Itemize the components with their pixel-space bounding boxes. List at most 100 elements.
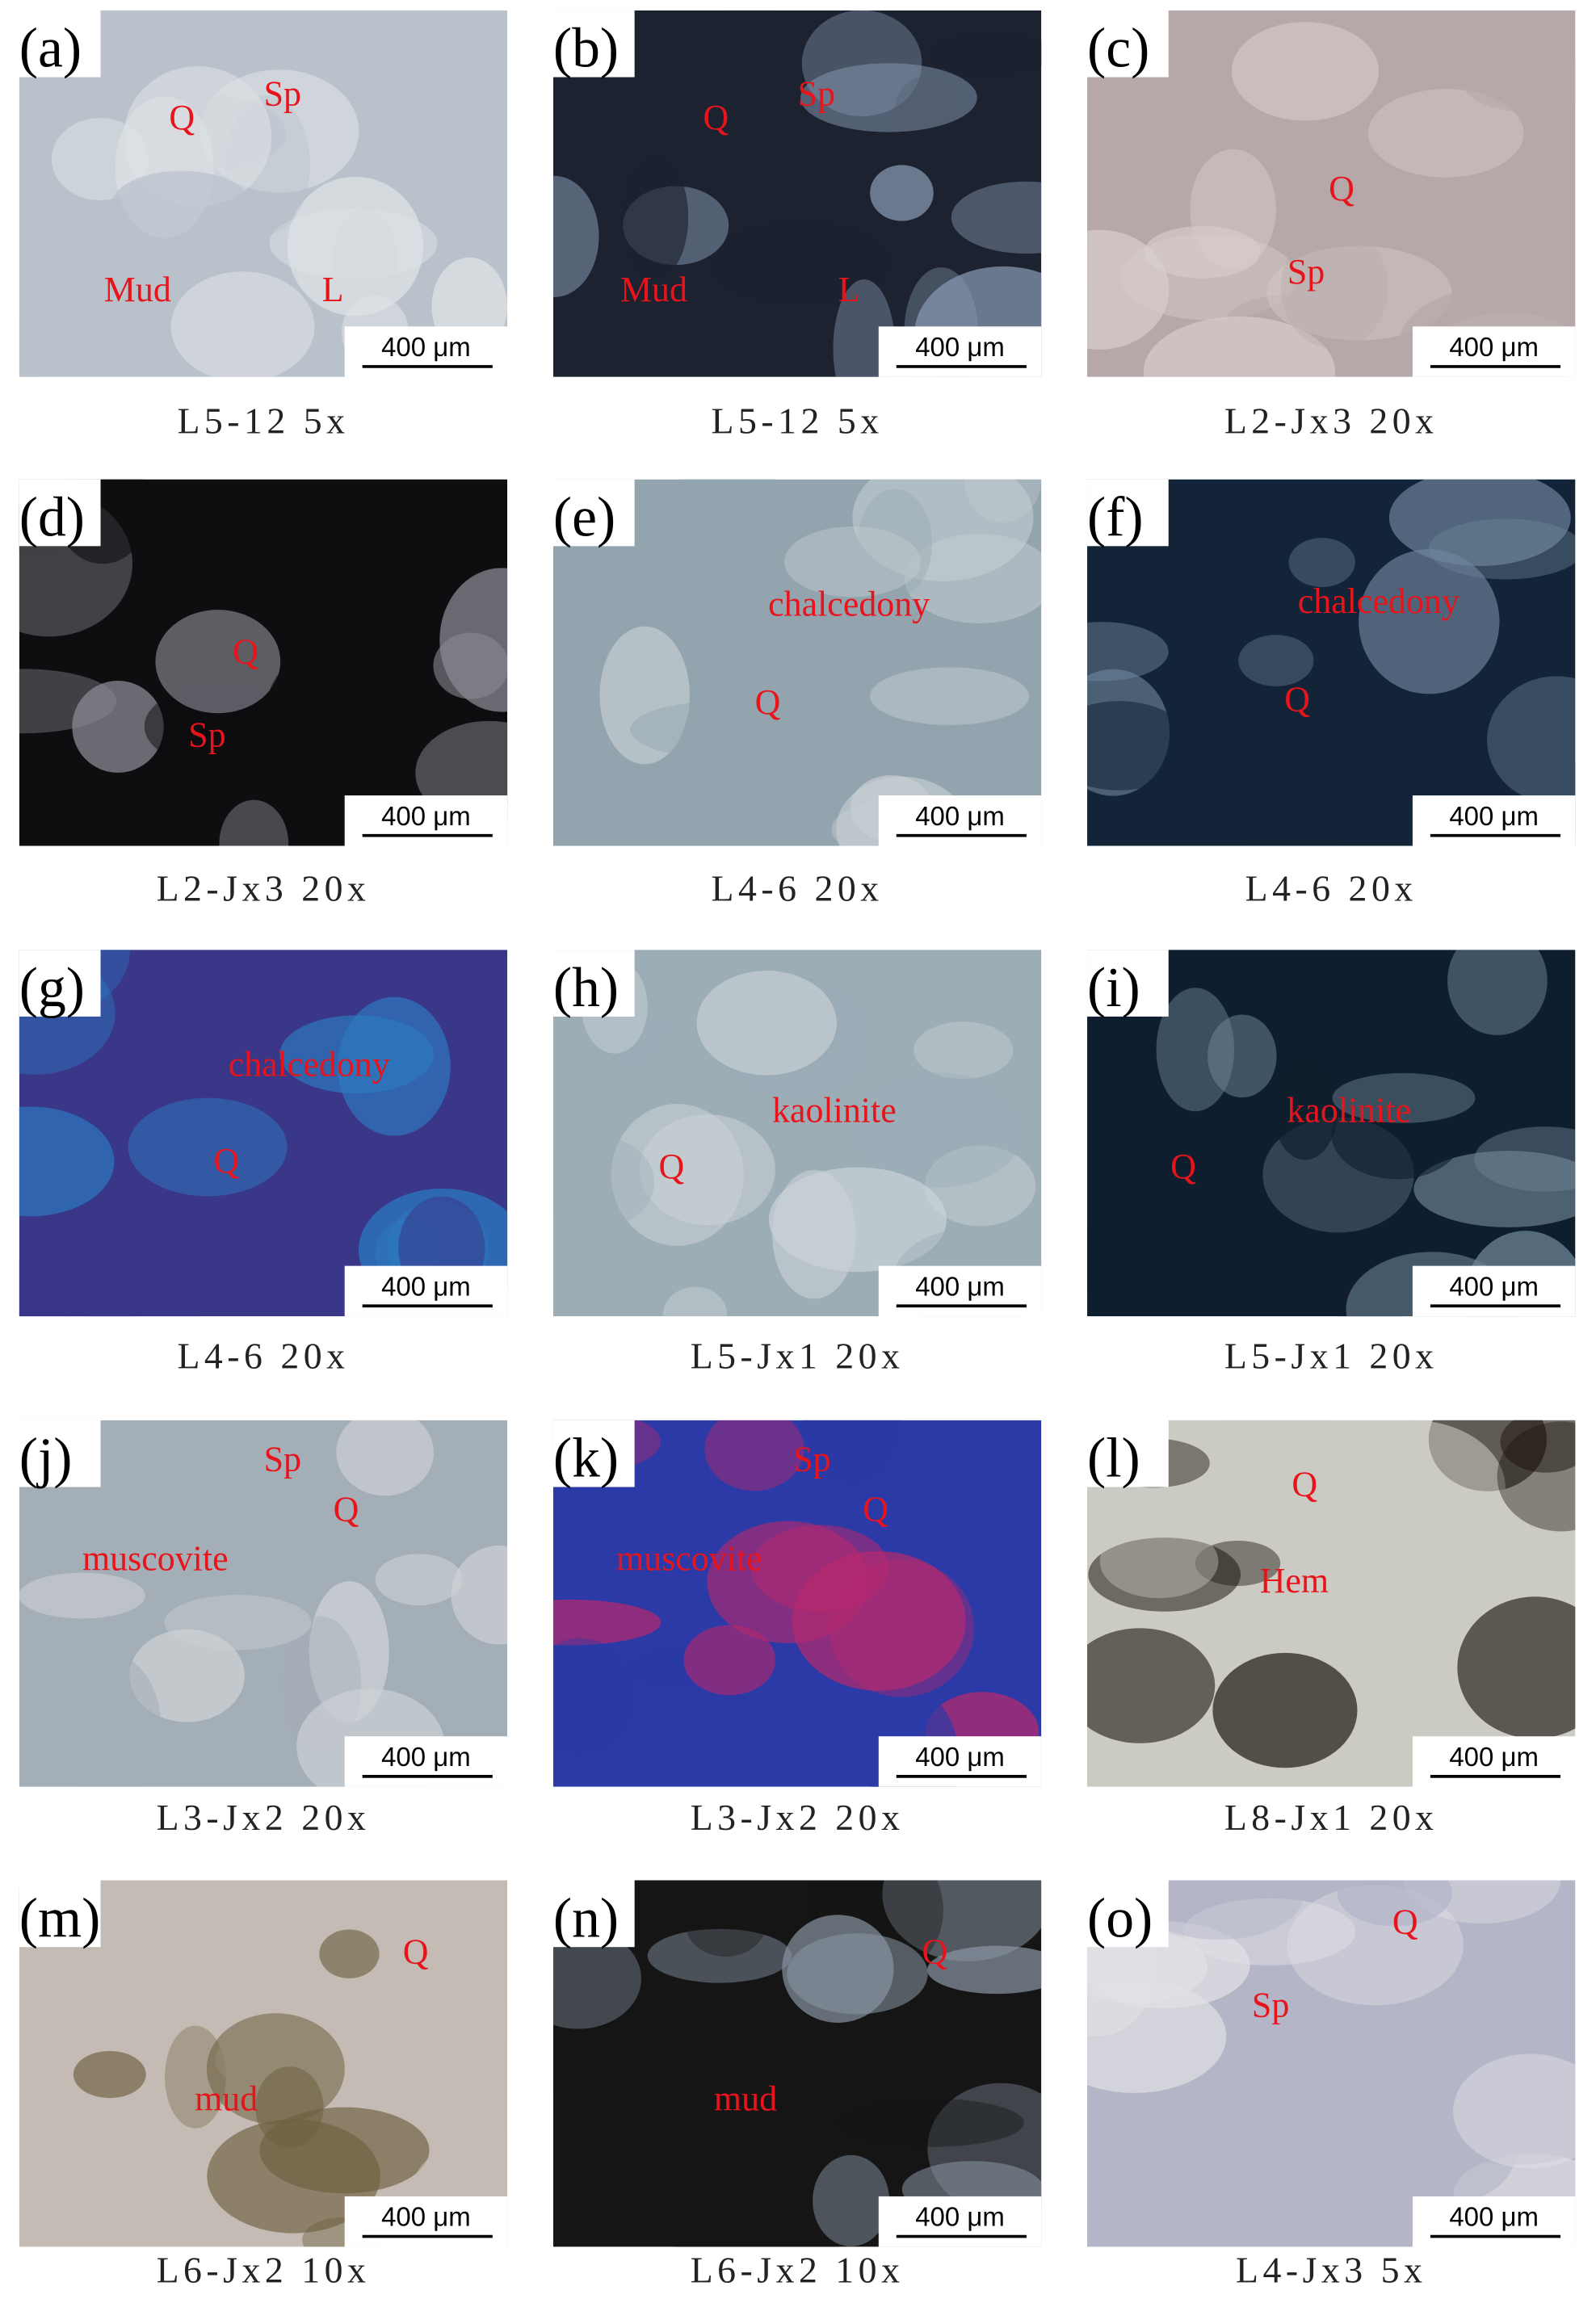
- grain: [129, 1629, 245, 1722]
- scale-label: 400 μm: [915, 1742, 1005, 1772]
- scale-box: [344, 795, 508, 846]
- scale-label: 400 μm: [381, 1742, 471, 1772]
- grain: [439, 568, 508, 712]
- grain: [128, 1097, 288, 1197]
- grain: [1331, 1089, 1464, 1180]
- caption: L6-Jx2 10x: [691, 2249, 905, 2290]
- grain: [51, 117, 149, 201]
- mineral-label: kaolinite: [772, 1090, 897, 1130]
- panel: (a) Q Sp Mud L 400 μm: [19, 10, 508, 377]
- micrograph: [1087, 1420, 1576, 1787]
- panel: (g) chalcedony Q 400 μm: [19, 950, 508, 1317]
- mineral-label: mud: [195, 2079, 258, 2118]
- grain: [1272, 1056, 1338, 1160]
- grain: [926, 1945, 1042, 1995]
- grain: [111, 170, 253, 240]
- panel-letter: (d): [19, 486, 85, 548]
- grain: [599, 626, 690, 765]
- grain: [1087, 1223, 1138, 1293]
- grain: [1087, 701, 1192, 791]
- grain: [1144, 225, 1261, 279]
- scale-box: [878, 1265, 1042, 1317]
- mineral-label: Mud: [104, 270, 171, 309]
- grain: [716, 10, 787, 141]
- grain: [1087, 229, 1170, 350]
- grain: [772, 1169, 856, 1299]
- caption: L4-6 20x: [712, 867, 884, 908]
- mineral-label: Sp: [188, 715, 225, 754]
- scale-box: [344, 326, 508, 377]
- mineral-label: Q: [403, 1932, 429, 1971]
- grain: [640, 1114, 775, 1226]
- mineral-label: Q: [213, 1141, 239, 1181]
- scale-box: [1412, 326, 1576, 377]
- grain: [1447, 950, 1548, 1035]
- scale-box: [344, 1265, 508, 1317]
- grain: [1087, 1628, 1216, 1743]
- mineral-label: Sp: [264, 1439, 301, 1479]
- label-box: [1087, 1880, 1169, 1948]
- grain: [1088, 1537, 1241, 1612]
- scale-label: 400 μm: [381, 1271, 471, 1301]
- scale-label: 400 μm: [915, 332, 1005, 362]
- panel-letter: (h): [553, 957, 619, 1019]
- mineral-label: Sp: [1252, 1986, 1289, 2025]
- panel-letter: (f): [1087, 486, 1144, 548]
- grain: [683, 1625, 776, 1696]
- grain: [792, 1550, 966, 1691]
- grain: [1156, 988, 1235, 1112]
- mineral-label: Hem: [1260, 1561, 1329, 1600]
- scale-box: [344, 2196, 508, 2247]
- grain: [57, 1653, 162, 1787]
- grain: [914, 1021, 1014, 1080]
- mineral-label: Q: [922, 1932, 948, 1971]
- grain: [784, 526, 922, 598]
- panel: (e) chalcedony Q 400 μm: [552, 479, 1042, 846]
- caption: L8-Jx1 20x: [1224, 1797, 1438, 1838]
- label-box: [552, 950, 635, 1017]
- grain: [405, 2037, 465, 2118]
- grain: [319, 1929, 380, 1978]
- grain: [1359, 549, 1500, 694]
- grain: [870, 165, 934, 221]
- grain: [19, 1106, 115, 1217]
- grain: [1413, 1151, 1576, 1227]
- mineral-label: Mud: [620, 270, 687, 309]
- scale-box: [1412, 795, 1576, 846]
- grain: [870, 667, 1030, 725]
- grain: [1220, 1420, 1334, 1469]
- caption: L5-12 5x: [177, 401, 349, 442]
- panel-letter: (g): [19, 957, 85, 1019]
- panel-letter: (k): [553, 1428, 619, 1490]
- grain: [1497, 1421, 1576, 1532]
- grain: [1317, 1420, 1506, 1557]
- grain: [266, 643, 422, 780]
- mineral-label: Q: [755, 682, 781, 722]
- mineral-label: Q: [863, 1490, 888, 1529]
- grain: [552, 175, 599, 298]
- grain: [1126, 1135, 1262, 1227]
- mineral-label: muscovite: [616, 1538, 762, 1578]
- grain: [801, 10, 922, 117]
- mineral-label: L: [322, 270, 344, 309]
- label-box: [1087, 10, 1169, 78]
- grain: [552, 1989, 647, 2099]
- scale-label: 400 μm: [381, 2202, 471, 2232]
- grain: [552, 1599, 662, 1646]
- grain: [964, 479, 1041, 523]
- mineral-label: L: [838, 270, 860, 309]
- mineral-label: Sp: [1287, 252, 1325, 292]
- label-box: [552, 479, 635, 547]
- grain: [219, 799, 289, 846]
- grain: [124, 66, 272, 208]
- grain: [882, 1880, 1042, 1961]
- grain: [696, 971, 837, 1076]
- panel-letter: (l): [1087, 1428, 1140, 1490]
- scale-label: 400 μm: [1449, 1271, 1539, 1301]
- grain: [1433, 2110, 1576, 2165]
- grain: [1212, 1652, 1358, 1768]
- grain: [800, 63, 977, 132]
- grain: [1195, 1540, 1281, 1586]
- scale-label: 400 μm: [915, 801, 1005, 831]
